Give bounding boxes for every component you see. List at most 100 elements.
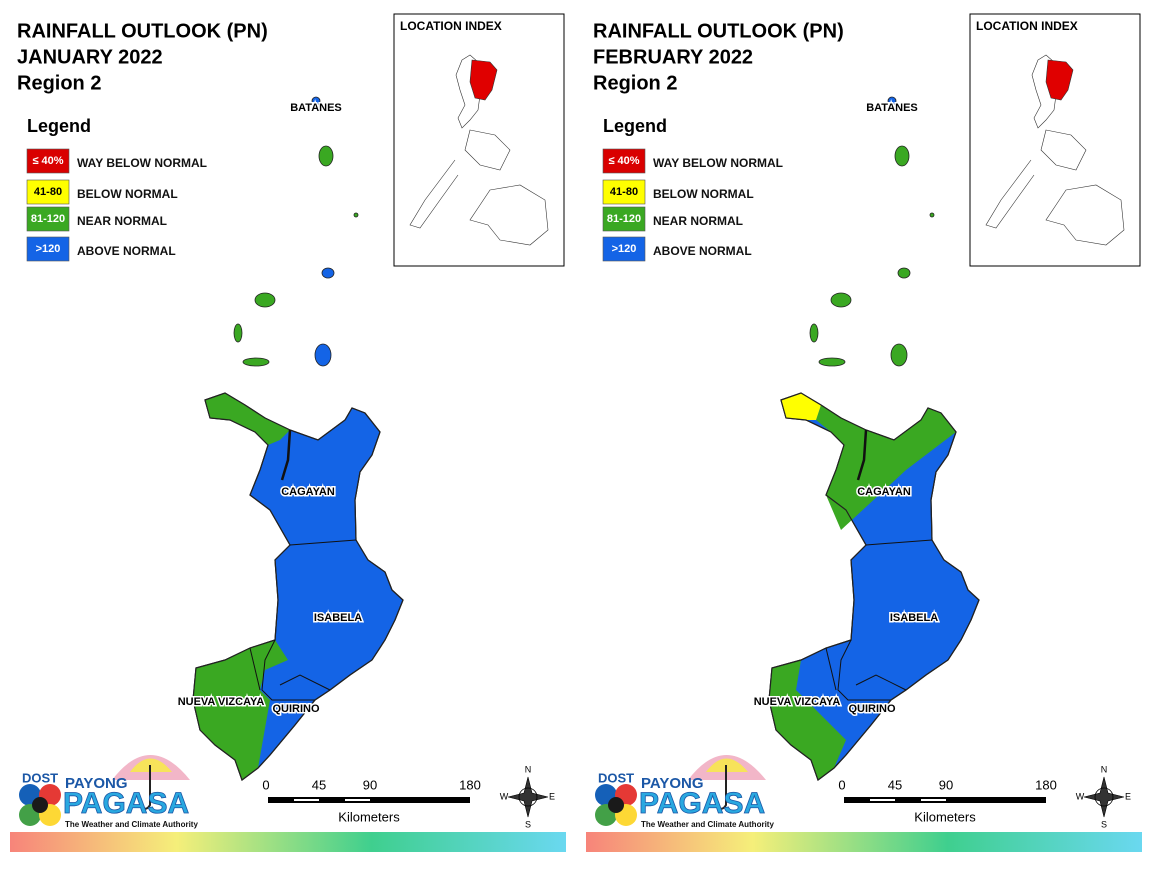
province-label: BATANES bbox=[866, 102, 918, 114]
legend-swatch bbox=[26, 148, 70, 174]
legend-swatch bbox=[26, 206, 70, 232]
index-region2 bbox=[469, 59, 498, 101]
legend-label: BELOW NORMAL bbox=[77, 187, 178, 201]
index-palawan bbox=[409, 159, 459, 229]
logo-brand-top: PAYONG bbox=[641, 775, 704, 792]
compass-letter: W bbox=[1076, 791, 1085, 801]
legend-swatch bbox=[602, 206, 646, 232]
index-mindanao bbox=[469, 184, 549, 246]
index-region2 bbox=[1045, 59, 1074, 101]
island bbox=[897, 267, 911, 279]
legend-label: NEAR NORMAL bbox=[653, 214, 743, 228]
island bbox=[311, 96, 321, 106]
index-visayas bbox=[1040, 129, 1087, 171]
index-visayas bbox=[464, 129, 511, 171]
island bbox=[254, 292, 276, 308]
legend-swatch bbox=[602, 179, 646, 205]
province-label: ISABELA bbox=[314, 612, 362, 624]
title-line: FEBRUARY 2022 bbox=[593, 46, 753, 68]
scale-label: 90 bbox=[363, 777, 377, 792]
province-label: QUIRINO bbox=[848, 703, 896, 715]
scale-bar-seg bbox=[870, 799, 895, 801]
legend-label: BELOW NORMAL bbox=[653, 187, 754, 201]
island bbox=[887, 96, 897, 106]
island bbox=[242, 357, 270, 367]
province-boundary bbox=[279, 674, 331, 691]
compass-rose bbox=[507, 776, 549, 818]
scale-label: 90 bbox=[939, 777, 953, 792]
index-mindanao bbox=[1045, 184, 1125, 246]
legend-swatch bbox=[602, 236, 646, 262]
legend-label: ABOVE NORMAL bbox=[653, 244, 752, 258]
province-boundary bbox=[865, 539, 933, 546]
color-band bbox=[586, 832, 1142, 852]
title-line: JANUARY 2022 bbox=[17, 46, 163, 68]
logo-brand: PAGASA bbox=[639, 787, 765, 820]
logo-center bbox=[32, 797, 48, 813]
legend-label: NEAR NORMAL bbox=[77, 214, 167, 228]
legend-swatch-label: >120 bbox=[36, 243, 61, 255]
island bbox=[353, 212, 359, 218]
province-label: CAGAYAN bbox=[281, 486, 335, 498]
compass-rose bbox=[1083, 776, 1125, 818]
compass-letter: S bbox=[525, 819, 531, 829]
compass-letter: N bbox=[1101, 764, 1108, 774]
province-boundary bbox=[837, 639, 891, 701]
scale-bar-seg bbox=[921, 799, 946, 801]
province-boundary bbox=[825, 647, 837, 691]
location-index-title: LOCATION INDEX bbox=[976, 19, 1078, 33]
legend-swatch-label: 81-120 bbox=[31, 213, 65, 225]
rainfall-zone bbox=[816, 405, 956, 530]
compass-ring bbox=[518, 787, 538, 807]
scale-label: 45 bbox=[312, 777, 326, 792]
scale-label: 180 bbox=[459, 777, 481, 792]
logo-brand: PAGASA bbox=[63, 787, 189, 820]
legend-swatch-label: 41-80 bbox=[34, 186, 62, 198]
legend-swatch-label: 81-120 bbox=[607, 213, 641, 225]
map-panel: RAINFALL OUTLOOK (PN) FEBRUARY 2022 Region… bbox=[586, 13, 1142, 852]
province-label: ISABELA bbox=[890, 612, 938, 624]
legend-label: ABOVE NORMAL bbox=[77, 244, 176, 258]
province-label: QUIRINO bbox=[272, 703, 320, 715]
title-line: Region 2 bbox=[17, 72, 101, 94]
title-line: RAINFALL OUTLOOK (PN) bbox=[17, 20, 268, 42]
island bbox=[890, 343, 908, 367]
province-boundary bbox=[855, 674, 907, 691]
compass-ring bbox=[1094, 787, 1114, 807]
legend-swatch-label: >120 bbox=[612, 243, 637, 255]
legend-title: Legend bbox=[27, 116, 91, 136]
island bbox=[233, 323, 243, 343]
map-panel: RAINFALL OUTLOOK (PN) JANUARY 2022 Region … bbox=[10, 13, 566, 852]
logo-umbrella-handle bbox=[139, 765, 151, 810]
scale-unit: Kilometers bbox=[914, 809, 976, 824]
province-boundary bbox=[280, 429, 292, 481]
logo-agency: DOST bbox=[22, 770, 58, 785]
scale-label: 45 bbox=[888, 777, 902, 792]
island bbox=[929, 212, 935, 218]
island bbox=[830, 292, 852, 308]
province-boundary bbox=[261, 639, 315, 701]
compass-letter: E bbox=[549, 791, 555, 801]
scale-bar-seg bbox=[345, 799, 370, 801]
rainfall-zone bbox=[205, 393, 290, 445]
rainfall-zone bbox=[193, 640, 288, 780]
logo-tagline: The Weather and Climate Authority bbox=[65, 820, 198, 829]
province-label: NUEVA VIZCAYA bbox=[754, 696, 841, 708]
legend-swatch-label: ≤ 40% bbox=[608, 155, 639, 167]
province-boundary bbox=[856, 429, 868, 481]
title-line: RAINFALL OUTLOOK (PN) bbox=[593, 20, 844, 42]
logo-tagline: The Weather and Climate Authority bbox=[641, 820, 774, 829]
scale-label: 180 bbox=[1035, 777, 1057, 792]
rainfall-zone bbox=[769, 660, 846, 780]
legend-swatch bbox=[26, 179, 70, 205]
island bbox=[318, 145, 334, 167]
scale-label: 0 bbox=[262, 777, 269, 792]
island bbox=[321, 267, 335, 279]
province-boundary bbox=[249, 647, 261, 691]
logo-brand-top: PAYONG bbox=[65, 775, 128, 792]
scale-unit: Kilometers bbox=[338, 809, 400, 824]
compass-letter: E bbox=[1125, 791, 1131, 801]
compass-letter: S bbox=[1101, 819, 1107, 829]
location-index-title: LOCATION INDEX bbox=[400, 19, 502, 33]
